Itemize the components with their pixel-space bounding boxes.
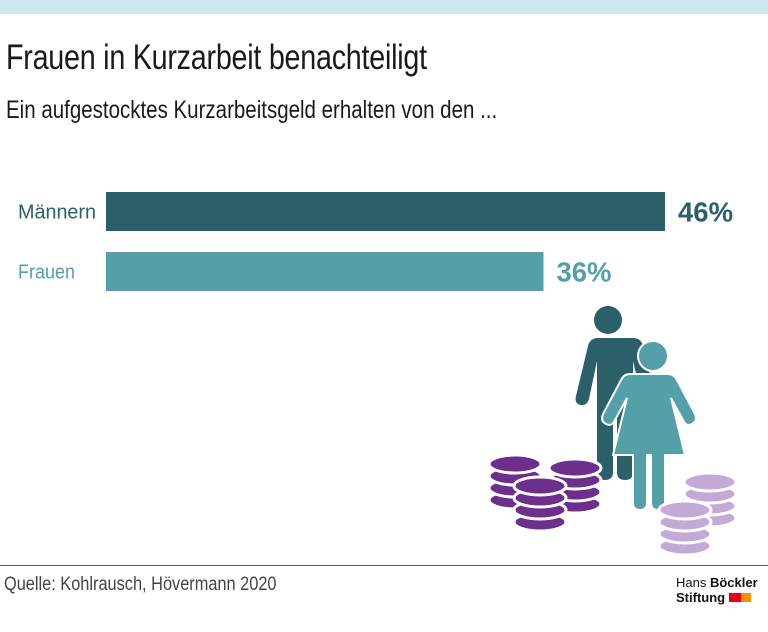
value-label: 36% [556, 257, 611, 288]
top-accent-bar [0, 0, 768, 14]
chart-title: Frauen in Kurzarbeit benachteiligt [6, 38, 427, 77]
category-label: Frauen [18, 262, 75, 284]
source-note: Quelle: Kohlrausch, Hövermann 2020 [4, 574, 277, 595]
coin-stacks-light-icon [657, 471, 738, 557]
chart-subtitle: Ein aufgestocktes Kurzarbeitsgeld erhalt… [6, 96, 498, 124]
logo-red-square-icon [728, 593, 741, 603]
logo-text-hans: Hans [676, 575, 710, 590]
coin-stacks-dark-icon [487, 453, 603, 533]
bar [106, 252, 544, 291]
bar [106, 192, 665, 231]
category-label: Männern [18, 202, 96, 224]
footer-divider [0, 565, 768, 566]
logo-orange-square-icon [740, 593, 751, 603]
bar-chart: Männern 46% Frauen 36% [18, 192, 733, 291]
hans-boeckler-logo: Hans Böckler Stiftung [676, 575, 758, 605]
woman-figure-icon [601, 340, 697, 512]
logo-text-stiftung: Stiftung [676, 590, 726, 605]
illustration [487, 306, 738, 557]
logo-text-boeckler: Böckler [709, 575, 758, 590]
value-label: 46% [678, 197, 733, 228]
